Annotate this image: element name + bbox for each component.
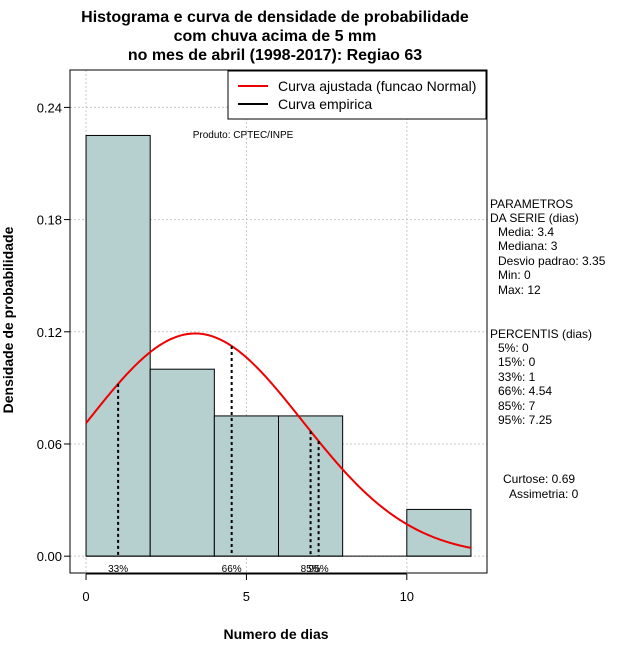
percentis-title: PERCENTIS (dias): [490, 327, 592, 341]
legend: Curva ajustada (funcao Normal) Curva emp…: [227, 70, 487, 120]
x-axis-title: Numero de dias: [223, 626, 328, 642]
param-max: Max: 12: [498, 283, 541, 297]
x-axis: 0 5 10: [82, 573, 414, 604]
curtose-value: Curtose: 0.69: [503, 472, 575, 486]
percentil-5: 5%: 0: [498, 341, 529, 355]
histogram-bar: [149, 368, 215, 557]
legend-empirical-label: Curva empirica: [278, 96, 372, 112]
y-tick-label: 0.06: [37, 437, 62, 452]
param-mediana: Mediana: 3: [498, 239, 558, 253]
param-media: Media: 3.4: [498, 225, 554, 239]
param-desvio: Desvio padrao: 3.35: [498, 254, 606, 268]
y-tick-label: 0.12: [37, 325, 62, 340]
percentile-label: 33%: [108, 564, 128, 575]
x-tick-label: 5: [243, 589, 250, 604]
chart-title-line-2: com chuva acima de 5 mm: [174, 28, 377, 45]
histogram-bars: [85, 134, 472, 557]
percentil-85: 85%: 7: [498, 399, 536, 413]
percentil-15: 15%: 0: [498, 355, 536, 369]
legend-normal-label: Curva ajustada (funcao Normal): [278, 78, 476, 94]
legend-box: [227, 70, 487, 120]
assimetria-value: Assimetria: 0: [509, 487, 579, 501]
percentiles-panel: PERCENTIS (dias) 5%: 0 15%: 0 33%: 1 66%…: [490, 327, 592, 427]
percentil-95: 95%: 7.25: [498, 413, 552, 427]
chart-title-line-3: no mes de abril (1998-2017): Regiao 63: [128, 47, 422, 64]
series-parameters-panel: PARAMETROS DA SERIE (dias) Media: 3.4 Me…: [490, 197, 606, 297]
histogram-bar: [406, 508, 472, 557]
y-axis-title: Densidade de probabilidade: [0, 226, 16, 413]
chart-title-line-1: Histograma e curva de densidade de proba…: [81, 9, 469, 26]
y-tick-label: 0.18: [37, 213, 62, 228]
y-tick-label: 0.24: [37, 100, 62, 115]
y-axis: 0.00 0.06 0.12 0.18 0.24: [37, 100, 71, 564]
params-title-line-1: PARAMETROS: [490, 197, 573, 211]
percentil-33: 33%: 1: [498, 370, 536, 384]
product-label: Produto: CPTEC/INPE: [193, 130, 294, 141]
histogram-bar: [213, 415, 280, 557]
percentile-lines: 33% 66% 85%95%: [108, 346, 329, 575]
x-tick-label: 0: [82, 589, 89, 604]
percentile-label: 85%: [301, 564, 321, 575]
percentile-label: 95%: [309, 564, 329, 575]
params-title-line-2: DA SERIE (dias): [490, 211, 579, 225]
normal-curve: [85, 332, 472, 549]
normal-curve-layer: [85, 332, 472, 549]
y-tick-label: 0.00: [37, 549, 62, 564]
param-min: Min: 0: [498, 268, 531, 282]
percentil-66: 66%: 4.54: [498, 384, 552, 398]
percentile-label: 66%: [222, 564, 242, 575]
x-tick-label: 10: [400, 589, 414, 604]
